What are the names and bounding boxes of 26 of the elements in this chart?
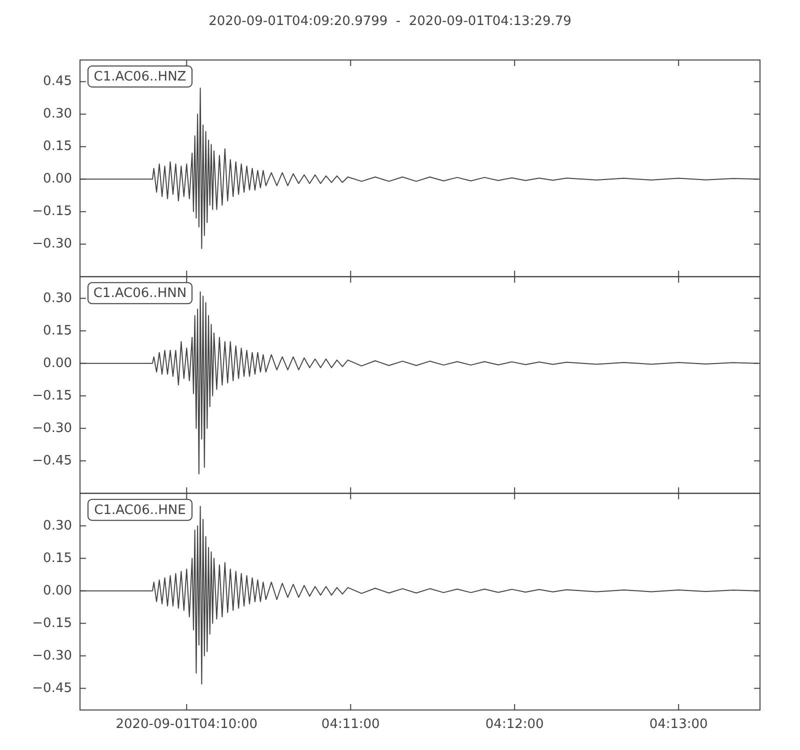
chart-title: 2020-09-01T04:09:20.9799 - 2020-09-01T04:13:29.79 xyxy=(208,14,572,29)
y-tick-label: 0.30 xyxy=(43,106,72,122)
x-tick-label: 2020-09-01T04:10:00 xyxy=(116,717,258,732)
y-tick-label: 0.30 xyxy=(43,518,72,534)
y-tick-label: −0.15 xyxy=(32,388,72,404)
y-tick-label: −0.30 xyxy=(32,236,72,252)
y-tick-label: 0.15 xyxy=(43,139,72,154)
legend-label: C1.AC06..HNZ xyxy=(94,70,186,85)
y-tick-label: −0.15 xyxy=(32,616,72,631)
y-tick-label: −0.15 xyxy=(32,204,72,220)
y-tick-label: 0.30 xyxy=(43,290,72,306)
x-tick-label: 04:13:00 xyxy=(649,717,708,732)
y-tick-label: 0.15 xyxy=(43,550,72,566)
y-tick-label: 0.00 xyxy=(43,583,72,598)
y-tick-label: −0.30 xyxy=(32,420,72,436)
legend-label: C1.AC06..HNN xyxy=(93,286,187,302)
y-tick-label: −0.45 xyxy=(32,453,72,468)
y-tick-label: −0.30 xyxy=(32,648,72,664)
x-tick-label: 04:11:00 xyxy=(321,717,380,732)
y-tick-label: 0.00 xyxy=(43,172,72,187)
y-tick-label: 0.15 xyxy=(43,323,72,338)
legend-label: C1.AC06..HNE xyxy=(94,502,186,518)
y-tick-label: 0.00 xyxy=(43,356,72,371)
y-tick-label: −0.45 xyxy=(32,680,72,696)
x-tick-label: 04:12:00 xyxy=(485,717,544,732)
y-tick-label: 0.45 xyxy=(43,74,72,90)
